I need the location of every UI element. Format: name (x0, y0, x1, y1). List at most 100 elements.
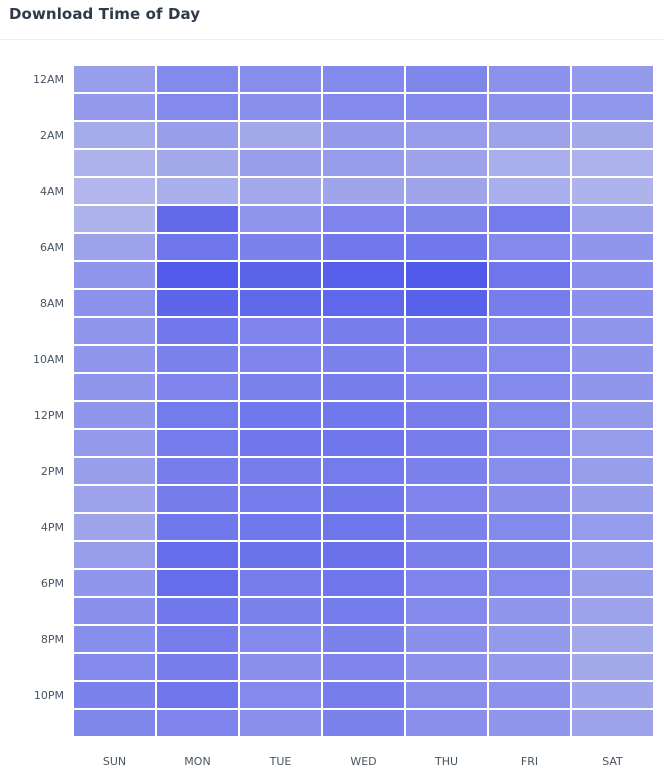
heatmap-cell (406, 682, 487, 708)
heatmap-cell (74, 402, 155, 428)
heatmap-cell (157, 458, 238, 484)
heatmap-cell (489, 262, 570, 288)
heatmap-cell (406, 430, 487, 456)
heatmap-cell (323, 514, 404, 540)
heatmap-cell (74, 290, 155, 316)
y-tick-label: 6PM (41, 577, 64, 590)
heatmap-cell (489, 234, 570, 260)
heatmap-cell (157, 514, 238, 540)
heatmap-cell (406, 626, 487, 652)
heatmap-cell (572, 402, 653, 428)
heatmap-cell (572, 374, 653, 400)
heatmap-cell (240, 262, 321, 288)
heatmap-cell (406, 346, 487, 372)
heatmap-cell (489, 94, 570, 120)
heatmap-cell (489, 374, 570, 400)
heatmap-cell (406, 262, 487, 288)
heatmap-cell (240, 178, 321, 204)
heatmap-cell (240, 430, 321, 456)
heatmap-cell (489, 458, 570, 484)
heatmap-cell (489, 430, 570, 456)
heatmap-cell (489, 626, 570, 652)
heatmap-cell (406, 122, 487, 148)
heatmap-cell (489, 346, 570, 372)
heatmap-cell (489, 542, 570, 568)
heatmap-cell (323, 346, 404, 372)
heatmap-cell (572, 682, 653, 708)
heatmap-cell (74, 710, 155, 736)
heatmap-cell (240, 290, 321, 316)
heatmap-cell (489, 514, 570, 540)
heatmap-cell (240, 402, 321, 428)
heatmap-cell (323, 66, 404, 92)
heatmap-cell (74, 234, 155, 260)
heatmap-cell (572, 178, 653, 204)
heatmap-cell (74, 570, 155, 596)
heatmap-cell (240, 122, 321, 148)
heatmap-cell (572, 570, 653, 596)
heatmap-cell (323, 94, 404, 120)
heatmap-cell (157, 486, 238, 512)
heatmap-cell (572, 346, 653, 372)
heatmap-cell (406, 570, 487, 596)
heatmap-cell (74, 486, 155, 512)
heatmap-cell (74, 122, 155, 148)
heatmap-cell (572, 206, 653, 232)
heatmap-cell (489, 598, 570, 624)
x-tick-label: SUN (103, 755, 126, 768)
heatmap-cell (406, 94, 487, 120)
heatmap-cell (323, 598, 404, 624)
heatmap-cell (489, 402, 570, 428)
heatmap-cell (157, 66, 238, 92)
heatmap-cell (240, 234, 321, 260)
heatmap-cell (323, 458, 404, 484)
heatmap-cell (157, 346, 238, 372)
heatmap-cell (240, 346, 321, 372)
heatmap-cell (74, 458, 155, 484)
heatmap-cell (157, 402, 238, 428)
heatmap-cell (572, 514, 653, 540)
heatmap-cell (323, 486, 404, 512)
heatmap-cell (74, 94, 155, 120)
heatmap-cell (157, 150, 238, 176)
heatmap-cell (572, 94, 653, 120)
heatmap-cell (240, 94, 321, 120)
heatmap-cell (406, 598, 487, 624)
heatmap-cell (74, 262, 155, 288)
heatmap-cell (406, 206, 487, 232)
heatmap-cell (157, 626, 238, 652)
heatmap-cell (572, 486, 653, 512)
heatmap-cell (406, 234, 487, 260)
heatmap-cell (323, 430, 404, 456)
heatmap-cell (74, 346, 155, 372)
y-tick-label: 8PM (41, 633, 64, 646)
heatmap-cell (489, 486, 570, 512)
heatmap-cell (323, 570, 404, 596)
heatmap-cell (489, 682, 570, 708)
y-tick-label: 4PM (41, 521, 64, 534)
heatmap-cell (157, 290, 238, 316)
heatmap-cell (406, 654, 487, 680)
heatmap-cell (406, 318, 487, 344)
heatmap-cell (157, 374, 238, 400)
heatmap-cell (240, 654, 321, 680)
heatmap-cell (572, 122, 653, 148)
heatmap-cell (323, 626, 404, 652)
heatmap-cell (489, 66, 570, 92)
heatmap-cell (240, 570, 321, 596)
heatmap-cell (157, 206, 238, 232)
heatmap-cell (240, 206, 321, 232)
heatmap-cell (572, 710, 653, 736)
heatmap-cell (157, 682, 238, 708)
heatmap-cell (323, 374, 404, 400)
heatmap-cell (489, 570, 570, 596)
heatmap-cell (489, 654, 570, 680)
widget-title: Download Time of Day (9, 5, 201, 23)
heatmap-cell (572, 150, 653, 176)
y-tick-label: 10PM (34, 689, 64, 702)
heatmap-cell (406, 374, 487, 400)
heatmap-cell (323, 542, 404, 568)
heatmap-cell (240, 374, 321, 400)
heatmap-cell (157, 654, 238, 680)
